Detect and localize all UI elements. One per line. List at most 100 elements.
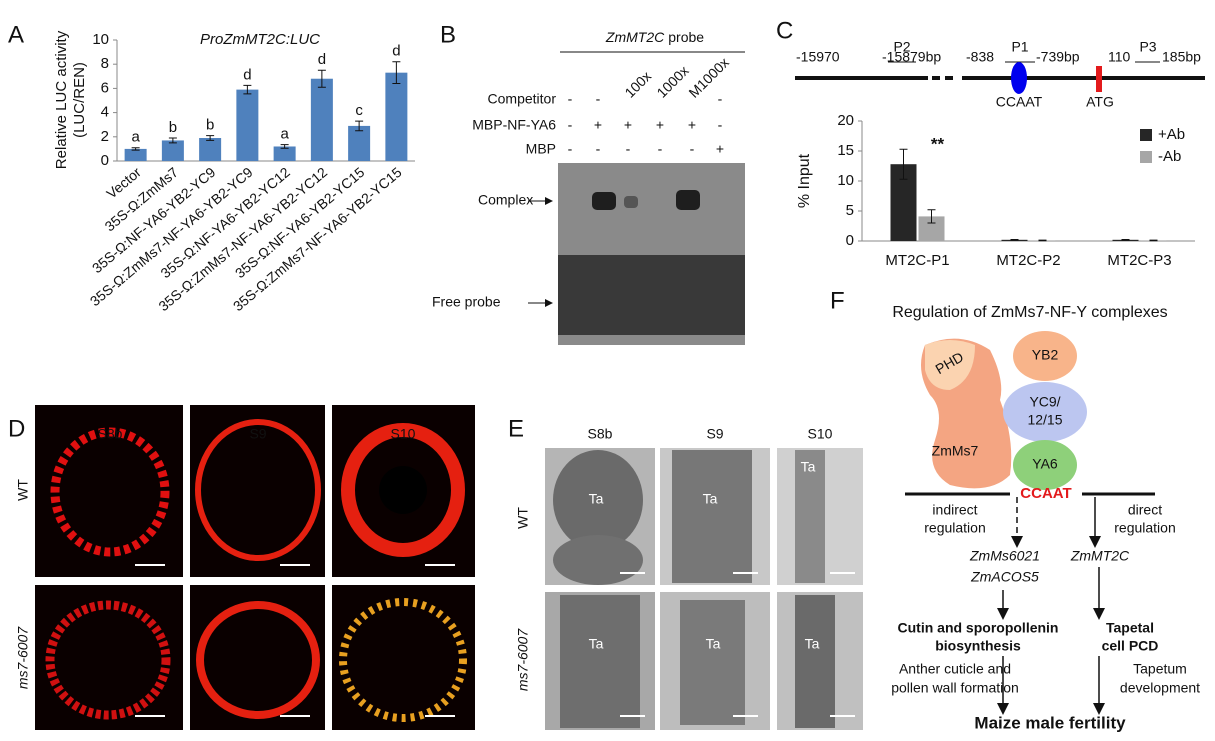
- y-axis-label: Relative LUC activity: [53, 30, 70, 169]
- panel-label: B: [440, 21, 456, 48]
- error-bar: [317, 69, 326, 88]
- word: probe: [668, 29, 704, 45]
- process-label: Tapetal: [1106, 620, 1154, 636]
- column-label: S10: [391, 426, 416, 442]
- error-bar: [927, 209, 936, 224]
- error-bar: [243, 84, 252, 95]
- cell: +: [656, 117, 664, 133]
- bar: [236, 89, 259, 161]
- row-label: MBP-NF-YA6: [472, 117, 556, 133]
- map-position: 110: [1108, 49, 1131, 65]
- y-axis-label: (LUC/REN): [71, 62, 88, 138]
- row-label: WT: [515, 507, 531, 529]
- map-primer: P3: [1139, 39, 1156, 55]
- y-axis-label: % Input: [796, 153, 813, 208]
- row-label: ms7-6007: [515, 628, 531, 691]
- significance-label: b: [206, 117, 214, 134]
- panel-label: E: [508, 415, 524, 442]
- significance-label: **: [931, 135, 945, 154]
- error-bar: [168, 137, 177, 144]
- gene-label: ZmMs6021: [969, 548, 1040, 564]
- process-label: cell PCD: [1102, 638, 1159, 654]
- protein-label: YC9/: [1029, 394, 1060, 410]
- band-label: Free probe: [432, 294, 501, 310]
- map-position: -15879bp: [882, 49, 941, 65]
- map-position: -739bp: [1036, 49, 1080, 65]
- cell: -: [568, 141, 573, 157]
- gel-bands: [558, 190, 745, 335]
- significance-label: a: [131, 129, 140, 146]
- cell-label: Ta: [706, 636, 721, 652]
- significance-label: a: [280, 126, 289, 143]
- panel-label: A: [8, 21, 24, 48]
- cell: +: [688, 117, 696, 133]
- legend-label: +Ab: [1158, 126, 1185, 143]
- cell: -: [568, 117, 573, 133]
- cell-label: Ta: [589, 636, 604, 652]
- final-label: Maize male fertility: [974, 713, 1126, 732]
- significance-label: c: [355, 102, 363, 119]
- process-label: biosynthesis: [935, 638, 1021, 654]
- cell: -: [718, 91, 723, 107]
- cell: -: [626, 141, 631, 157]
- y-tick-label: 10: [837, 172, 854, 189]
- significance-label: d: [392, 43, 400, 60]
- error-bar: [206, 135, 215, 141]
- column-label: S8b: [98, 426, 123, 442]
- significance-label: b: [169, 119, 177, 136]
- bar: [161, 140, 184, 161]
- y-tick-label: 5: [846, 202, 854, 219]
- gel-header: ZmMT2C probe: [605, 29, 704, 45]
- cell: -: [596, 141, 601, 157]
- process-label: Cutin and sporopollenin: [898, 620, 1059, 636]
- x-tick-label: MT2C-P3: [1107, 252, 1171, 269]
- error-bar: [1149, 239, 1158, 242]
- bar: [124, 148, 147, 161]
- row-label: WT: [15, 479, 31, 501]
- section-images: [545, 448, 863, 730]
- map-element: ATG: [1086, 94, 1114, 110]
- error-bar: [899, 148, 908, 180]
- protein-label: YA6: [1032, 456, 1058, 472]
- y-tick-label: 8: [101, 55, 109, 72]
- regulation-label: indirect: [932, 502, 977, 518]
- cell-label: Ta: [703, 491, 718, 507]
- error-bar: [280, 144, 289, 149]
- outcome-label: development: [1120, 680, 1200, 696]
- row-label: ms7-6007: [15, 626, 31, 689]
- error-bar: [392, 61, 401, 85]
- outcome-label: pollen wall formation: [891, 680, 1019, 696]
- map-position: -838: [966, 49, 994, 65]
- cell: M1000x: [685, 54, 732, 101]
- legend-swatch: [1140, 129, 1152, 141]
- column-label: S10: [808, 426, 833, 442]
- y-tick-label: 2: [101, 128, 109, 145]
- bar: [348, 125, 371, 161]
- panel-label: F: [830, 287, 845, 314]
- map-primer: P1: [1011, 39, 1028, 55]
- significance-label: d: [243, 66, 251, 83]
- outcome-label: Tapetum: [1133, 661, 1187, 677]
- error-bar: [1010, 239, 1019, 241]
- cell: 1000x: [653, 62, 691, 100]
- bar: [310, 78, 333, 161]
- row-label: Competitor: [488, 91, 557, 107]
- map-position: -15970: [796, 49, 840, 65]
- cell: -: [690, 141, 695, 157]
- regulation-label: regulation: [924, 520, 986, 536]
- error-bar: [1038, 239, 1047, 242]
- y-tick-label: 0: [101, 152, 109, 169]
- bar: [385, 72, 408, 161]
- promoter-map: [795, 61, 1205, 94]
- cell: -: [718, 117, 723, 133]
- significance-label: d: [318, 51, 326, 68]
- cell: -: [596, 91, 601, 107]
- chart-title: ProZmMT2C:LUC: [200, 31, 320, 48]
- gene-label: ZmMT2C: [1070, 548, 1130, 564]
- cell: -: [658, 141, 663, 157]
- cell: +: [716, 141, 724, 157]
- protein-label: ZmMs7: [932, 443, 979, 459]
- panel-label: D: [8, 415, 25, 442]
- regulation-label: regulation: [1114, 520, 1176, 536]
